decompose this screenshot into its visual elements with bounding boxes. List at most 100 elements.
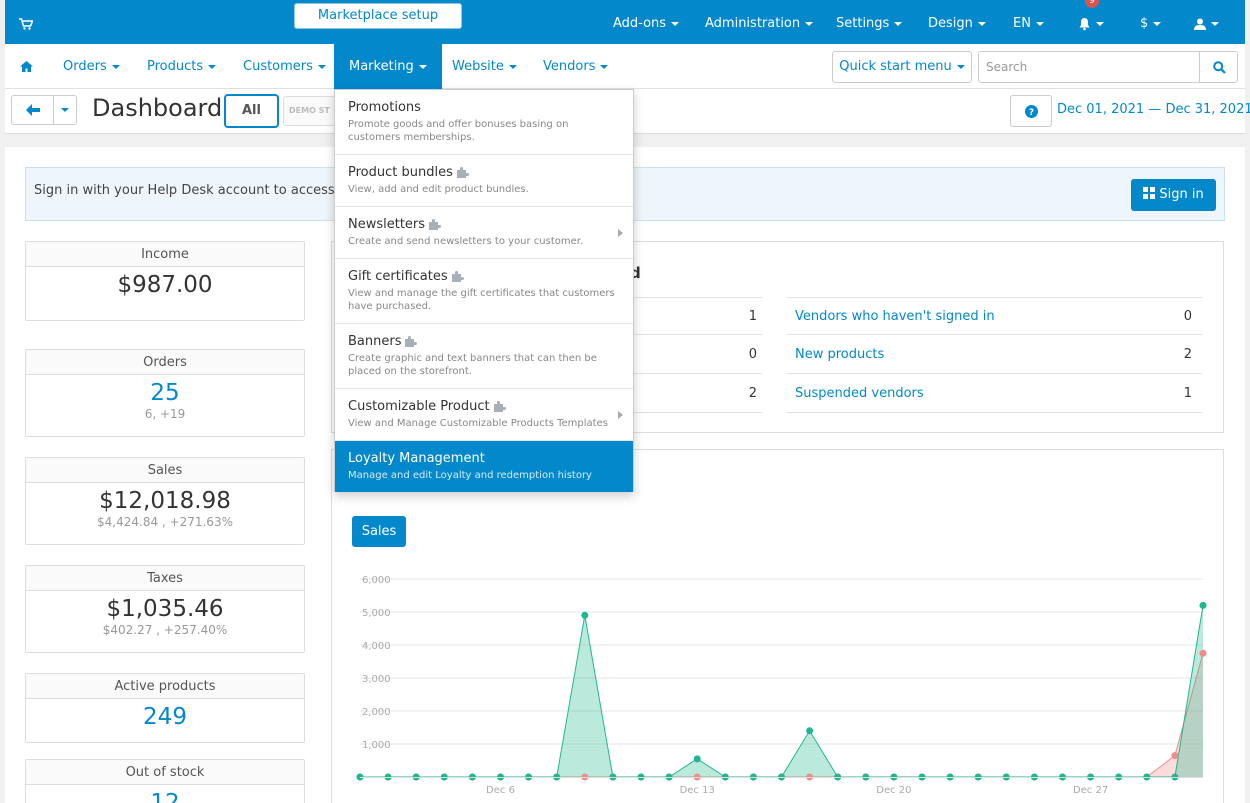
vendor-stat-row: New products 2 (787, 336, 1202, 374)
menu-item-desc: View and manage the gift certificates th… (348, 288, 615, 312)
tab-sales[interactable]: Sales (352, 516, 406, 547)
currency-menu[interactable]: $ (1140, 0, 1162, 44)
notifications-menu[interactable]: 9 (1078, 0, 1104, 44)
stat-income[interactable]: Income $987.00 (25, 241, 305, 321)
vendor-stat-value: 1 (1183, 386, 1192, 401)
chevron-right-icon (618, 228, 623, 237)
vendor-stat-value: 0 (748, 347, 757, 362)
menu-item-product-bundles[interactable]: Product bundles View, add and edit produ… (335, 155, 633, 207)
nav-vendors-label: Vendors (543, 59, 596, 74)
search-input[interactable] (978, 51, 1200, 83)
stat-sales[interactable]: Sales $12,018.98 $4,424.84 , +271.63% (25, 457, 305, 545)
settings-menu[interactable]: Settings (836, 0, 903, 44)
administration-menu[interactable]: Administration (705, 0, 814, 44)
nav-orders-label: Orders (63, 59, 107, 74)
series-area (360, 653, 1203, 777)
vendor-stat-row: Vendors who haven't signed in 0 (787, 297, 1202, 335)
stat-label: Out of stock (26, 760, 304, 785)
menu-item-customizable-product[interactable]: Customizable Product View and Manage Cus… (335, 389, 633, 441)
data-point (1199, 601, 1207, 609)
chevron-down-icon (600, 64, 609, 69)
nav-customers[interactable]: Customers (243, 44, 326, 89)
chevron-down-icon (1153, 21, 1162, 26)
menu-item-desc: Promote goods and offer bonuses basing o… (348, 119, 569, 143)
menu-item-desc: Manage and edit Loyalty and redemption h… (348, 470, 592, 481)
chevron-down-icon (1211, 21, 1219, 26)
nav-marketing[interactable]: Marketing (334, 44, 442, 89)
settings-label: Settings (836, 16, 890, 31)
suspended-vendors-link[interactable]: Suspended vendors (795, 386, 924, 401)
help-button[interactable]: ? (1010, 95, 1052, 127)
arrow-left-icon (26, 104, 40, 116)
vendor-stat-value: 1 (748, 309, 757, 324)
marketplace-wizard-button[interactable]: Marketplace setup wizard (294, 3, 462, 47)
y-tick-label: 1,000 (362, 740, 391, 751)
nav-products[interactable]: Products (147, 44, 217, 89)
user-icon (1194, 18, 1206, 30)
menu-item-banners[interactable]: Banners Create graphic and text banners … (335, 324, 633, 389)
stat-value: 12 (150, 790, 180, 803)
sign-in-button[interactable]: Sign in (1131, 179, 1216, 211)
new-products-link[interactable]: New products (795, 347, 885, 362)
data-point (1199, 649, 1207, 657)
nav-vendors[interactable]: Vendors (543, 44, 609, 89)
language-label: EN (1013, 16, 1031, 31)
vendors-not-signed-in-link[interactable]: Vendors who haven't signed in (795, 309, 995, 324)
menu-item-desc: Create graphic and text banners that can… (348, 353, 597, 377)
stat-sub: $4,424.84 , +271.63% (97, 515, 233, 529)
quick-start-menu-button[interactable]: Quick start menu (832, 51, 972, 83)
cart-icon[interactable] (19, 0, 34, 44)
vendor-stat-value: 0 (1183, 309, 1192, 324)
chevron-down-icon (977, 21, 986, 26)
menu-item-loyalty-management[interactable]: Loyalty Management Manage and edit Loyal… (335, 441, 633, 492)
main-nav: Orders Products Customers Marketing Webs… (5, 44, 1245, 89)
stat-taxes[interactable]: Taxes $1,035.46 $402.27 , +257.40% (25, 565, 305, 653)
menu-item-promotions[interactable]: Promotions Promote goods and offer bonus… (335, 90, 633, 155)
stat-sub: 6, +19 (144, 407, 186, 421)
vendor-stat-value: 2 (748, 386, 757, 401)
x-tick-label: Dec 6 (486, 785, 515, 796)
nav-orders[interactable]: Orders (63, 44, 120, 89)
chevron-down-icon (894, 21, 903, 26)
chevron-down-icon[interactable] (61, 108, 69, 112)
sign-in-label: Sign in (1159, 187, 1204, 202)
language-menu[interactable]: EN (1013, 0, 1044, 44)
home-icon[interactable] (20, 44, 33, 89)
menu-item-newsletters[interactable]: Newsletters Create and send newsletters … (335, 207, 633, 259)
chevron-down-icon (508, 64, 517, 69)
menu-item-title: Promotions (348, 100, 421, 115)
menu-item-desc: Create and send newsletters to your cust… (348, 236, 584, 247)
design-menu[interactable]: Design (928, 0, 986, 44)
chevron-right-icon (618, 410, 623, 419)
nav-website[interactable]: Website (452, 44, 517, 89)
menu-item-gift-certificates[interactable]: Gift certificates View and manage the gi… (335, 259, 633, 324)
demo-storefront-button[interactable]: DEMO ST (283, 96, 335, 126)
chevron-down-icon (1096, 21, 1104, 26)
stat-value: $12,018.98 (99, 488, 231, 514)
stat-sub: $402.27 , +257.40% (102, 623, 228, 637)
stat-orders[interactable]: Orders 25 6, +19 (25, 349, 305, 437)
chevron-down-icon (208, 64, 217, 69)
puzzle-icon (429, 219, 442, 230)
y-tick-label: 4,000 (362, 641, 391, 652)
date-range-picker[interactable]: Dec 01, 2021 — Dec 31, 2021 (1057, 102, 1250, 117)
menu-item-title: Newsletters (348, 217, 426, 232)
x-tick-label: Dec 20 (876, 785, 911, 796)
vendor-stat-value: 2 (1183, 347, 1192, 362)
design-label: Design (928, 16, 973, 31)
stat-out-of-stock[interactable]: Out of stock 12 (25, 759, 305, 803)
stat-active-products[interactable]: Active products 249 (25, 673, 305, 743)
puzzle-icon (456, 167, 469, 178)
vendor-stat-row: Suspended vendors 1 (787, 375, 1202, 413)
addons-menu[interactable]: Add-ons (613, 0, 680, 44)
data-point (806, 727, 814, 735)
search-button[interactable] (1199, 51, 1238, 83)
stat-label: Income (26, 242, 304, 267)
x-tick-label: Dec 27 (1073, 785, 1108, 796)
back-button[interactable] (11, 95, 77, 125)
chevron-down-icon (111, 64, 120, 69)
all-storefronts-button[interactable]: All (224, 94, 279, 128)
stat-value: $987.00 (117, 272, 213, 298)
currency-label: $ (1140, 16, 1149, 31)
user-menu[interactable] (1194, 0, 1219, 44)
